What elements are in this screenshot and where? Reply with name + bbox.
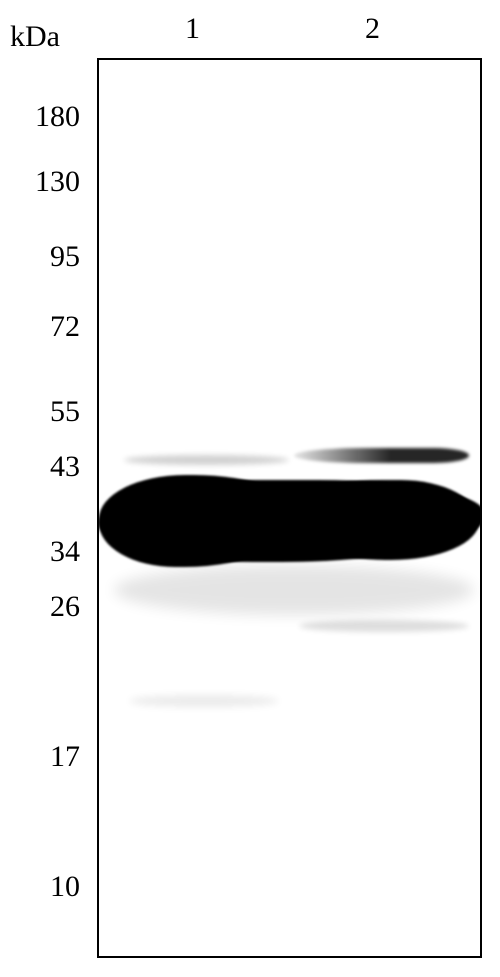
- marker-95: 95: [20, 240, 80, 274]
- lane-label-1: 1: [185, 12, 200, 46]
- lane-label-2: 2: [365, 12, 380, 46]
- marker-34: 34: [20, 535, 80, 569]
- blot-membrane: [97, 58, 482, 958]
- marker-17: 17: [20, 740, 80, 774]
- marker-43: 43: [20, 450, 80, 484]
- marker-72: 72: [20, 310, 80, 344]
- marker-180: 180: [20, 100, 80, 134]
- faint-band-lane1-upper: [124, 455, 289, 465]
- marker-10: 10: [20, 870, 80, 904]
- faint-band-lane2-upper: [294, 448, 469, 463]
- faint-band-below26-lane1: [129, 695, 279, 707]
- lower-smear: [114, 565, 474, 615]
- marker-130: 130: [20, 165, 80, 199]
- unit-label: kDa: [10, 20, 60, 54]
- western-blot-figure: kDa 1 2 180 130 95 72 55 43 34 26 17 10: [0, 0, 500, 977]
- marker-55: 55: [20, 395, 80, 429]
- faint-band-26-lane2: [299, 620, 469, 632]
- marker-26: 26: [20, 590, 80, 624]
